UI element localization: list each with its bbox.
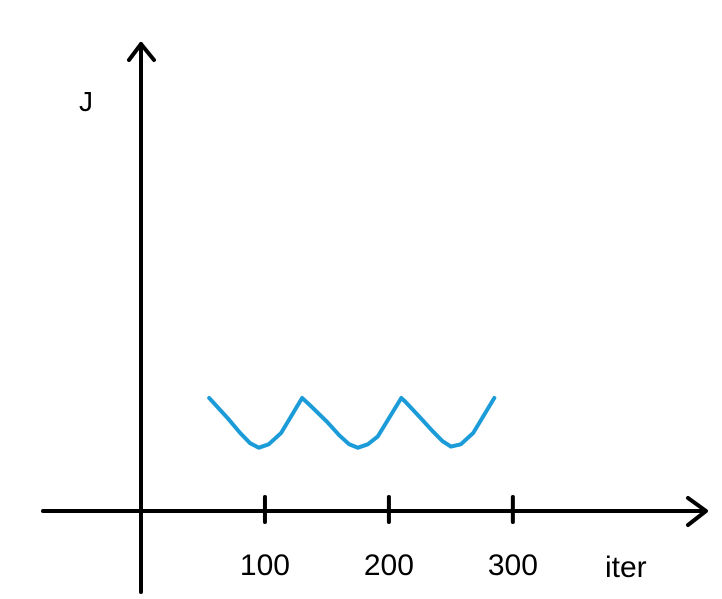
x-tick-label: 300 bbox=[488, 549, 538, 582]
x-ticks: 100 200 300 bbox=[240, 495, 538, 582]
x-axis-label: iter bbox=[605, 551, 647, 584]
y-axis-label: J bbox=[79, 86, 93, 117]
series-group bbox=[207, 396, 497, 450]
x-axis-arrowhead bbox=[686, 496, 708, 527]
y-axis-arrowhead bbox=[127, 42, 156, 62]
series-line bbox=[207, 396, 497, 450]
x-axis: 100 200 300 iter bbox=[41, 495, 708, 584]
y-axis: J bbox=[79, 42, 156, 594]
x-tick-label: 100 bbox=[240, 549, 290, 582]
x-tick-label: 200 bbox=[364, 549, 414, 582]
